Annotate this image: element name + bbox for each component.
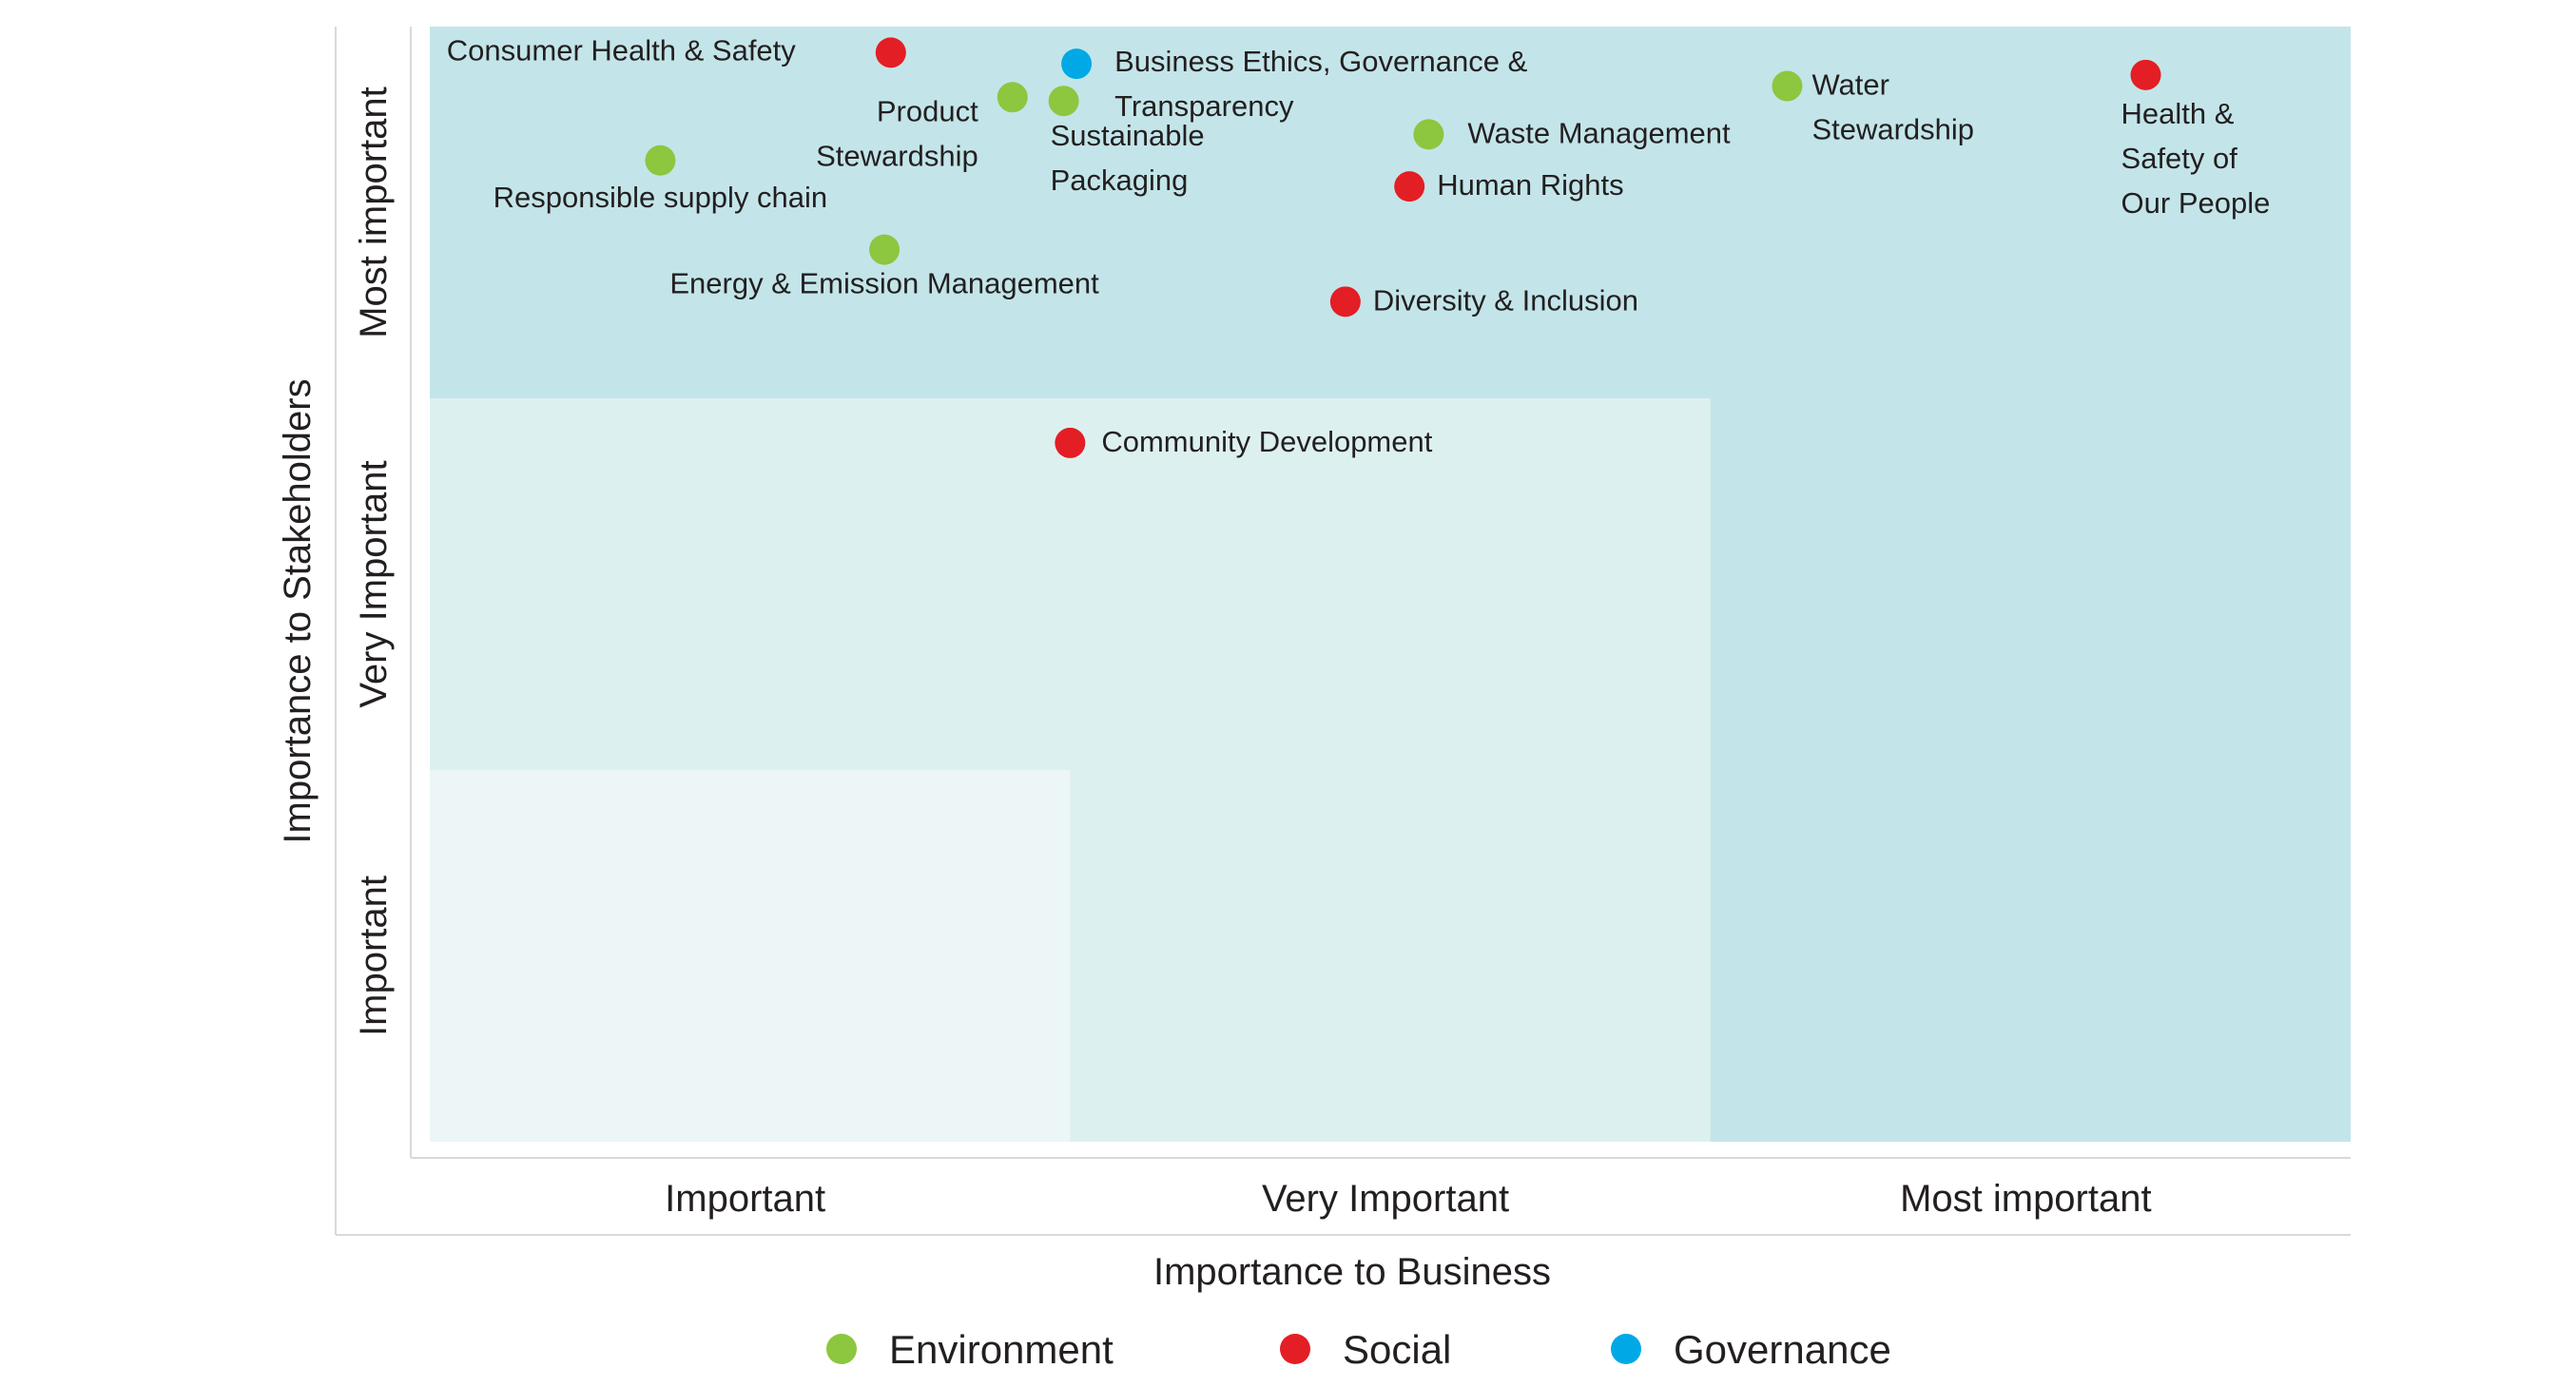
point-label: Packaging — [1051, 164, 1189, 197]
point-label: Sustainable — [1051, 119, 1205, 152]
point-label: Community Development — [1101, 425, 1432, 458]
zone-level-3 — [430, 770, 1071, 1142]
legend-label: Governance — [1674, 1327, 1891, 1372]
point-label: Business Ethics, Governance & — [1114, 45, 1528, 78]
y-tick-label: Most important — [353, 87, 395, 338]
legend-marker — [826, 1334, 857, 1364]
point-label: Safety of — [2121, 142, 2238, 175]
data-point: Community Development — [1055, 425, 1433, 458]
point-label: Transparency — [1114, 89, 1294, 123]
point-marker — [1329, 286, 1361, 318]
point-marker — [997, 82, 1028, 113]
point-marker — [875, 37, 906, 68]
point-label: Product — [877, 94, 978, 127]
point-label: Our People — [2121, 186, 2271, 220]
x-axis-title: Importance to Business — [1153, 1251, 1551, 1293]
legend-item: Environment — [826, 1327, 1114, 1372]
point-marker — [1394, 171, 1425, 202]
data-point: Consumer Health & Safety — [447, 33, 906, 68]
legend-marker — [1280, 1334, 1310, 1364]
point-marker — [1048, 86, 1079, 117]
point-label: Water — [1811, 68, 1889, 102]
importance-zones — [430, 27, 2351, 1142]
point-marker — [1055, 427, 1086, 458]
point-label: Stewardship — [1811, 113, 1974, 146]
point-label: Stewardship — [816, 139, 978, 172]
data-point: Waste Management — [1413, 116, 1731, 150]
point-marker — [645, 144, 676, 176]
legend-label: Social — [1343, 1327, 1451, 1372]
legend-label: Environment — [889, 1327, 1114, 1372]
legend-item: Social — [1280, 1327, 1451, 1372]
data-point: Business Ethics, Governance & Transparenc… — [1061, 45, 1528, 123]
point-label: Health & — [2121, 97, 2235, 130]
data-points: Consumer Health & Safety Business Ethics,… — [447, 33, 2271, 458]
point-label: Human Rights — [1437, 168, 1623, 202]
legend: Environment Social Governance — [826, 1327, 1891, 1372]
y-tick-label: Important — [353, 876, 395, 1036]
point-label: Energy & Emission Management — [669, 267, 1099, 300]
data-point: Human Rights — [1394, 168, 1624, 202]
axis-ticks: Important Very Important Most important Imp… — [353, 87, 2152, 1220]
point-marker — [1413, 119, 1444, 150]
x-tick-label: Very Important — [1262, 1178, 1509, 1220]
data-point: Health & Safety of Our People — [2121, 59, 2271, 220]
data-point: Water Stewardship — [1772, 68, 1974, 146]
point-label: Diversity & Inclusion — [1373, 283, 1638, 317]
data-point: Product Stewardship — [816, 82, 1028, 172]
point-label: Consumer Health & Safety — [447, 33, 797, 67]
point-marker — [2130, 59, 2161, 90]
legend-item: Governance — [1611, 1327, 1891, 1372]
point-marker — [1772, 70, 1803, 102]
point-label: Waste Management — [1467, 116, 1731, 149]
y-axis-title: Importance to Stakeholders — [277, 378, 319, 843]
data-point: Responsible supply chain — [494, 144, 828, 214]
legend-marker — [1611, 1334, 1641, 1364]
point-marker — [1061, 48, 1093, 80]
y-tick-label: Very Important — [353, 460, 395, 707]
x-tick-label: Most important — [1900, 1178, 2152, 1220]
data-point: Diversity & Inclusion — [1329, 283, 1638, 318]
axis-frame — [335, 27, 2351, 1236]
data-point: Energy & Emission Management — [669, 234, 1099, 300]
point-marker — [869, 234, 901, 265]
data-point: Sustainable Packaging — [1048, 86, 1205, 197]
point-label: Responsible supply chain — [494, 181, 828, 214]
x-tick-label: Important — [665, 1178, 825, 1220]
